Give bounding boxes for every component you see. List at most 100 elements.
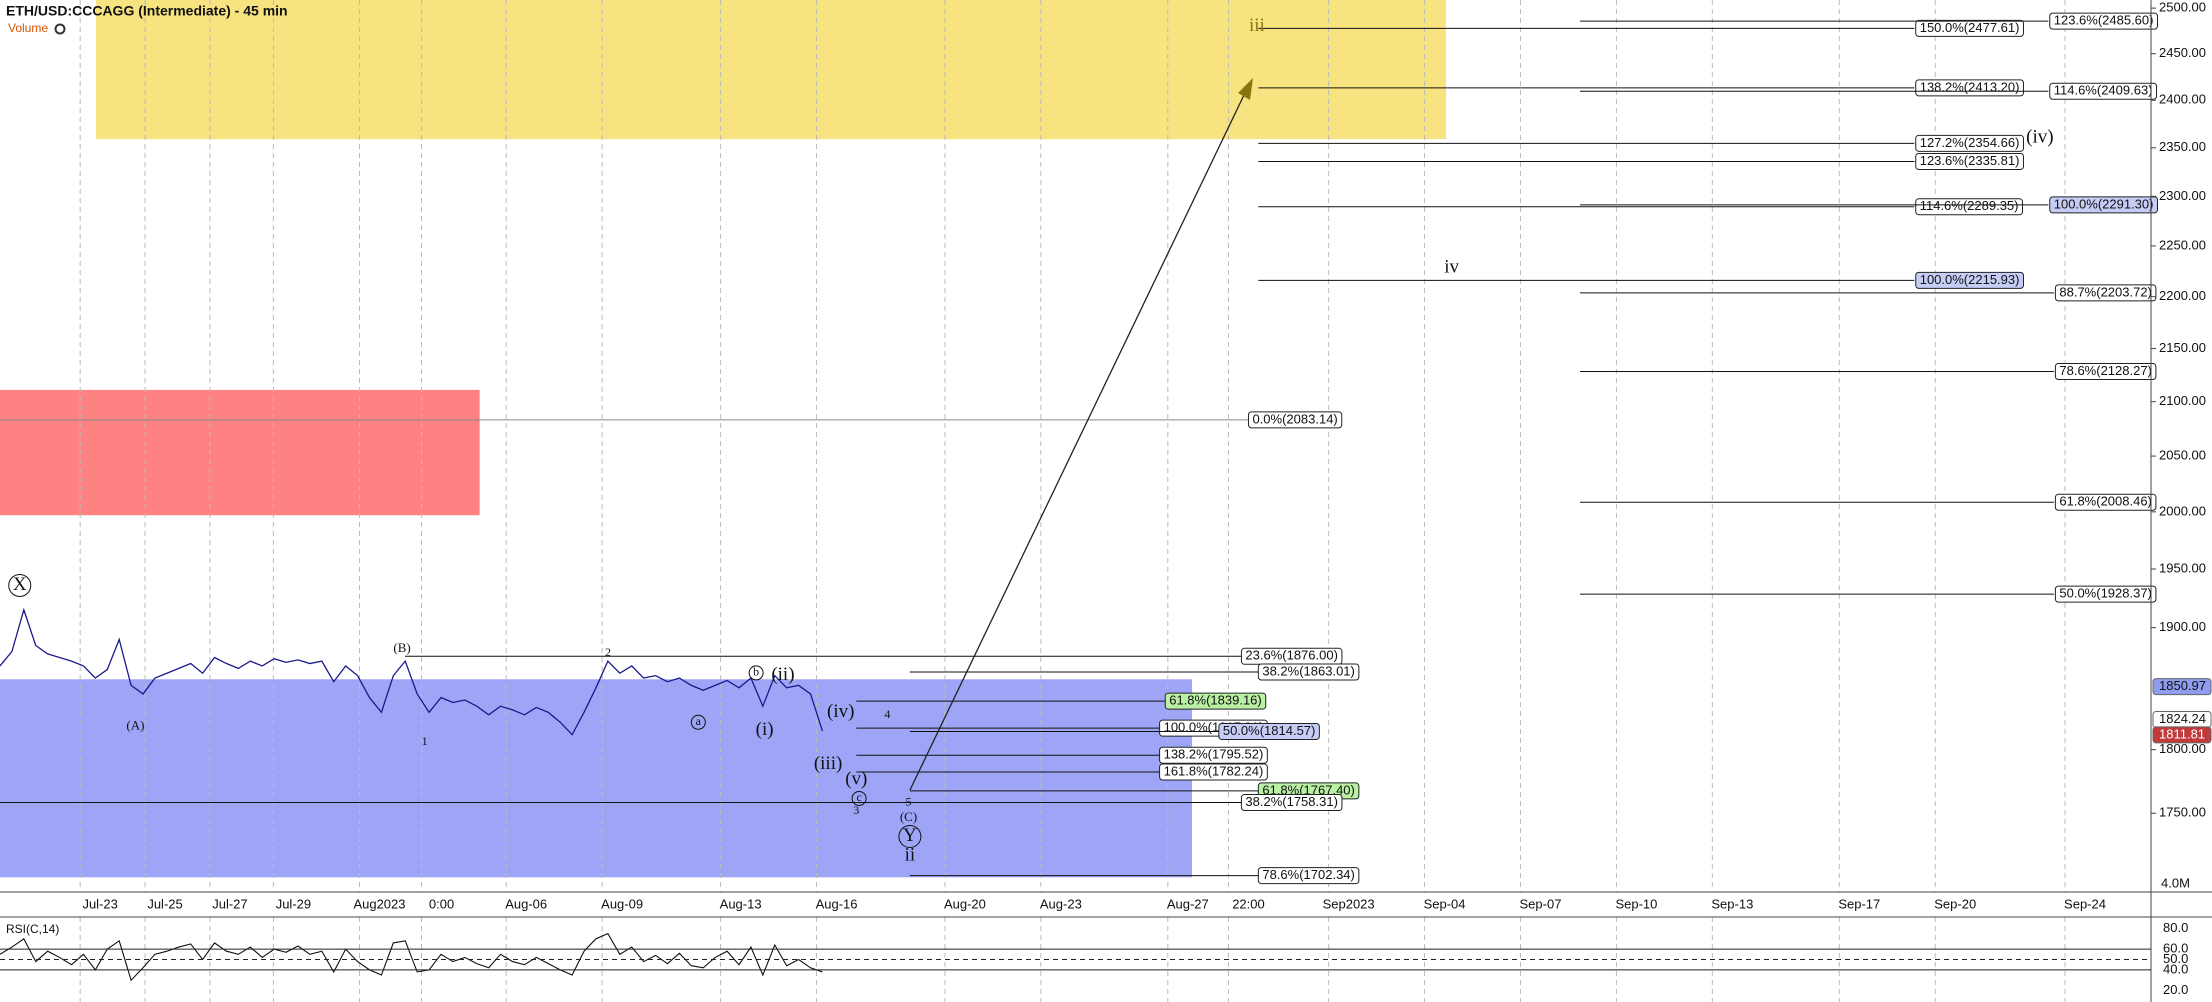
wave-label: b [753,665,759,679]
fib-label-box [2054,284,2157,302]
y-tick-label: 2300.00 [2159,188,2206,203]
x-tick-label: 0:00 [429,896,454,911]
wave-label: (ii) [771,664,794,685]
settings-icon[interactable] [54,23,66,35]
fib-label-box [1240,794,1343,812]
wave-label: (i) [756,719,774,740]
x-tick-label: Aug2023 [353,896,405,911]
rsi-line [0,932,823,982]
fib-levels: 150.0%(2477.61) 123.6%(2485.60) 138.2%(241… [0,12,2158,885]
x-tick-label: Sep-10 [1615,896,1657,911]
wave-circle [690,714,706,730]
y-tick-label: 2500.00 [2159,0,2206,15]
wave-label: ii [905,845,916,866]
fib-label: 50.0%(1928.37) [2059,586,2152,601]
wave-circle [851,790,867,806]
fib-label-box [1915,79,2024,97]
zone [0,389,480,516]
wave-label: iii [1249,15,1265,36]
fib-label-box [1159,763,1268,781]
wave-circle [898,825,922,849]
fib-label: 0.0%(2083.14) [1252,411,1337,426]
x-tick-label: Jul-29 [276,896,311,911]
fib-label: 78.6%(1702.34) [1262,867,1355,882]
y-tick-label: 2150.00 [2159,340,2206,355]
fib-label: 138.2%(1795.52) [1164,747,1264,762]
wave-label: (C) [900,809,917,824]
price-tag-label: 1824.24 [2159,711,2206,726]
y-tick-label: 2100.00 [2159,393,2206,408]
x-tick-label: Aug-20 [944,896,986,911]
zone [0,679,1193,878]
fib-label: 50.0%(1814.57) [1223,723,1316,738]
x-tick-label: Jul-27 [212,896,247,911]
wave-label: (A) [126,717,144,732]
x-tick-label: Sep2023 [1323,896,1375,911]
wave-label: c [856,790,861,804]
wave-label: (iv) [827,701,854,722]
wave-labels: X (A) (B) 1 2 a b (ii) (i) (iv) 4 (iii)(v)c3 5(C)Yii… [8,15,2054,866]
fib-label-box [1915,152,2024,170]
wave-label: a [696,714,702,728]
y-tick-label: 2050.00 [2159,448,2206,463]
fib-label: 61.8%(2008.46) [2059,494,2152,509]
chart-title: ETH/USD:CCCAGG (Intermediate) - 45 min [6,3,288,19]
y-tick-label: 2450.00 [2159,45,2206,60]
price-tag-label: 1850.97 [2159,678,2206,693]
x-tick-label: Aug-16 [816,896,858,911]
price-line [0,607,824,736]
x-tick-label: Sep-04 [1424,896,1466,911]
fib-label: 88.7%(2203.72) [2059,284,2152,299]
y-tick-label: 2350.00 [2159,139,2206,154]
x-tick-label: Aug-06 [505,896,547,911]
fib-label-box [1164,692,1267,710]
price-tag-label: 1811.81 [2159,726,2205,741]
wave-label: 4 [884,707,890,721]
y-tick-label: 1900.00 [2159,619,2206,634]
wave-label: 1 [422,734,428,748]
fib-label: 23.6%(1876.00) [1245,648,1338,663]
wave-label: iv [1444,256,1459,277]
projection-arrow [909,94,1245,791]
x-tick-label: Aug-13 [720,896,762,911]
wave-label: X [13,574,27,595]
wave-circle [8,573,32,597]
x-tick-label: Sep-20 [1934,896,1976,911]
fib-label-box [2054,363,2157,381]
fib-label-box [1915,271,2024,289]
fib-label-box [1915,198,2024,216]
fib-label-box [1915,19,2024,37]
y-tick-label: 2400.00 [2159,92,2206,107]
price-tag [2152,678,2212,696]
wave-label: (iv) [2026,127,2053,148]
y-tick-label: 1750.00 [2159,805,2206,820]
fib-label-box [2054,493,2157,511]
fib-label-box [2049,12,2158,30]
wave-label: 3 [853,803,859,817]
rsi-tick-label: 60.0 [2163,941,2188,956]
y-tick-label: 1800.00 [2159,741,2206,756]
volume-tick-label: 4.0M [2161,875,2190,890]
zones [0,0,1446,878]
x-tick-label: Aug-09 [601,896,643,911]
rsi-tick-label: 50.0 [2163,951,2188,966]
fib-label: 38.2%(1758.31) [1245,794,1338,809]
x-tick-label: 22:00 [1232,896,1265,911]
fib-label: 123.6%(2485.60) [2054,13,2154,28]
fib-label: 150.0%(2477.61) [1920,20,2020,35]
y-tick-label: 1950.00 [2159,560,2206,575]
fib-label: 123.6%(2335.81) [1920,153,2020,168]
fib-label: 61.8%(1767.40) [1262,782,1355,797]
fib-label-box [1218,722,1320,740]
x-tick-label: Jul-25 [147,896,182,911]
fib-label-box [2054,585,2157,603]
fib-label-box [2049,196,2158,214]
x-tick-label: Sep-07 [1520,896,1562,911]
fib-label: 100.0%(2215.93) [1920,272,2020,287]
fib-label: 61.8%(1839.16) [1169,693,1262,708]
fib-label-box [1257,867,1360,885]
x-tick-label: Sep-24 [2064,896,2106,911]
wave-label: (iii) [814,753,843,774]
wave-label: (B) [393,640,410,655]
